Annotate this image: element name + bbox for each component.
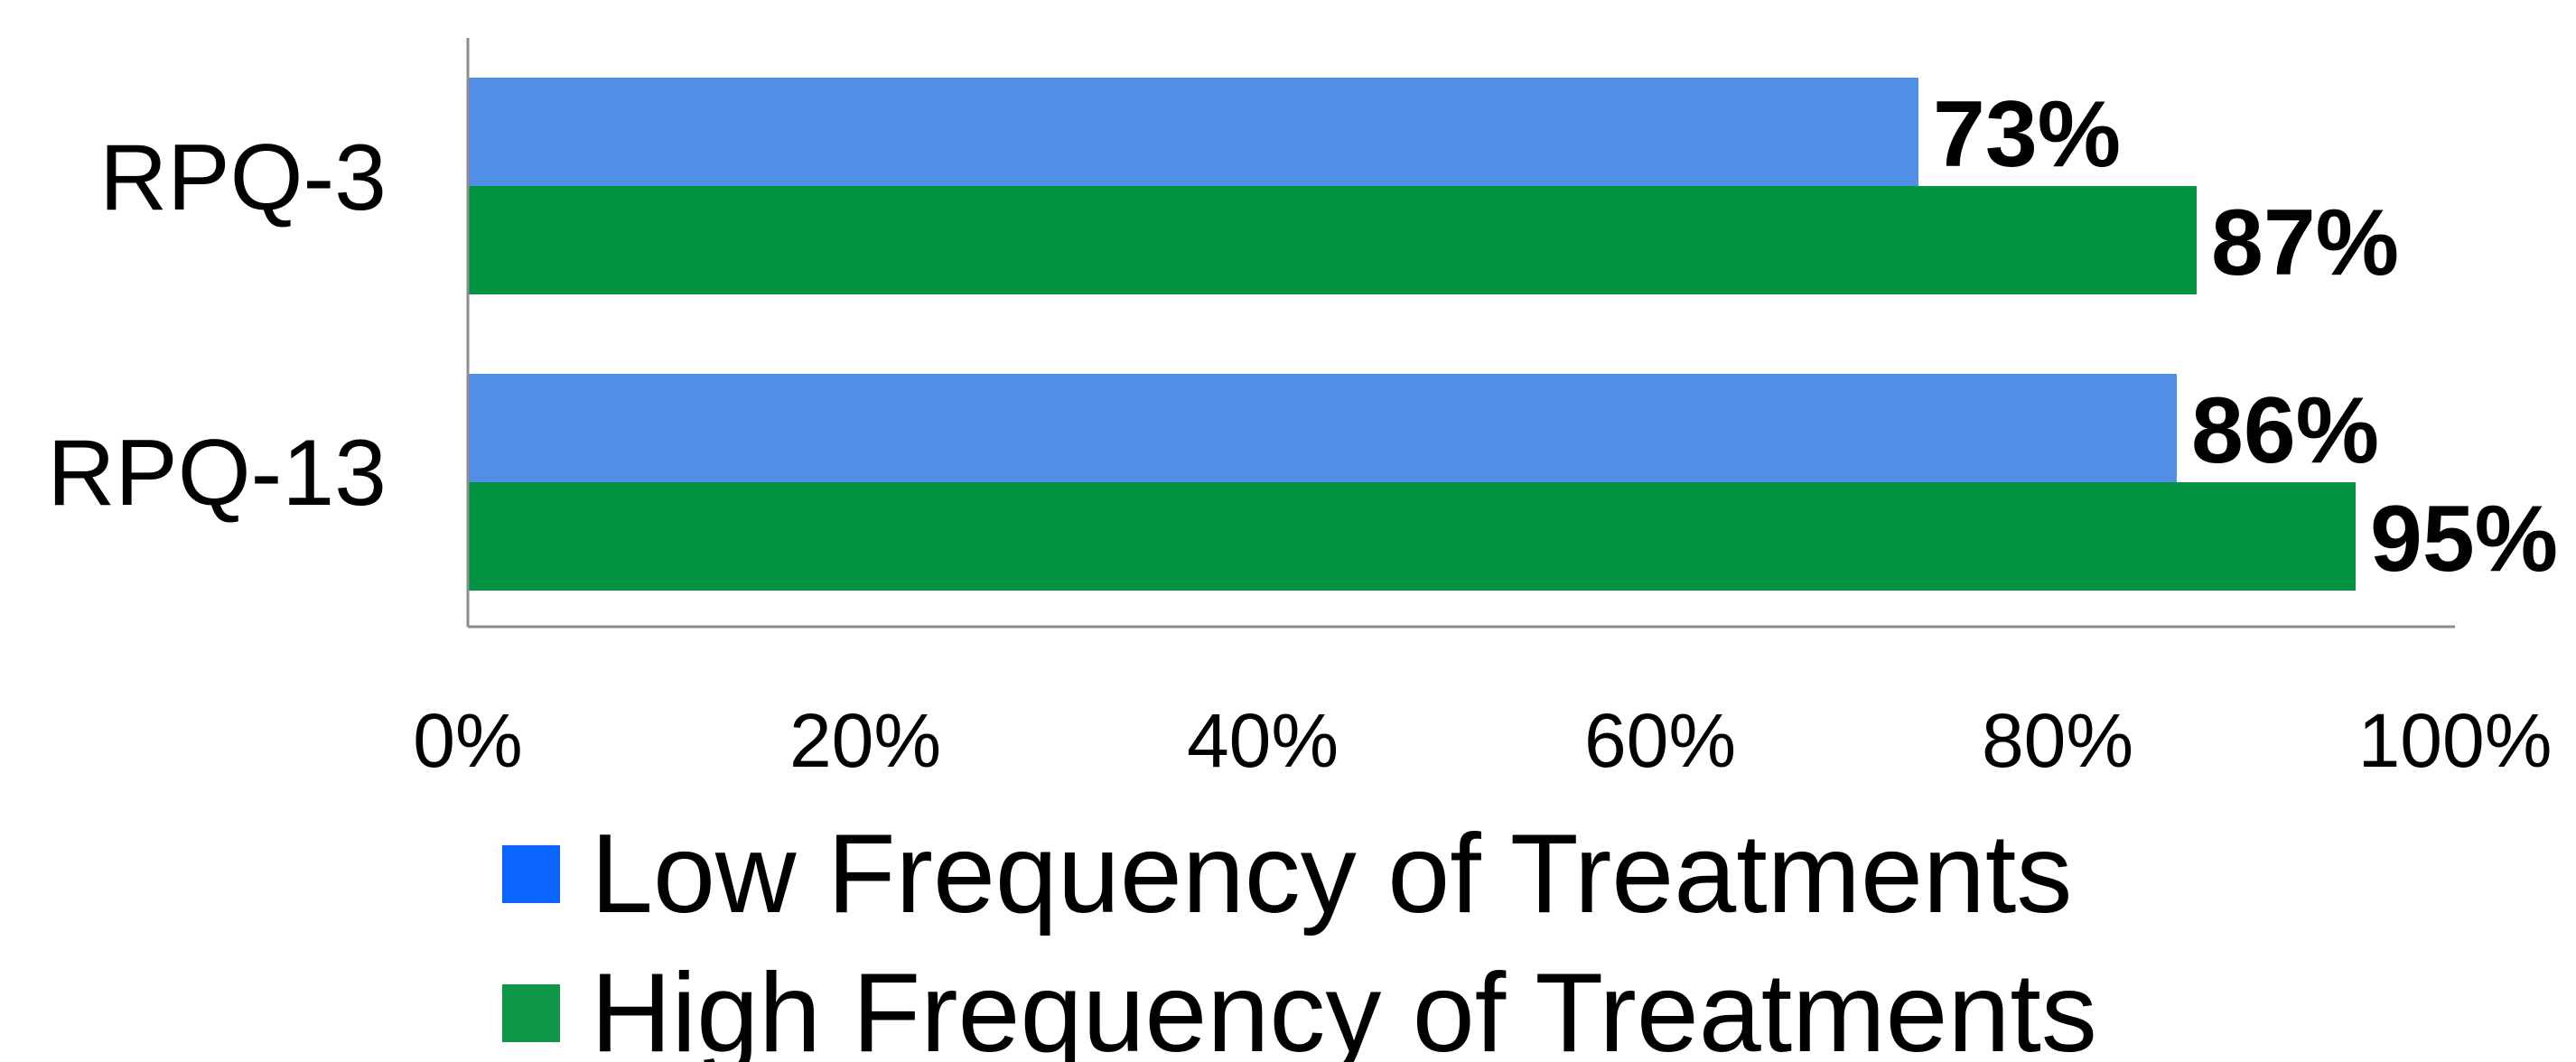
data-label: 86% <box>2191 378 2379 483</box>
x-tick-label: 60% <box>1584 698 1736 783</box>
category-label: RPQ-3 <box>99 126 387 230</box>
bars-group <box>468 78 2356 591</box>
bar-rpq-13-series-2 <box>468 482 2356 591</box>
x-tick-label: 40% <box>1187 698 1339 783</box>
legend-swatch-series-1 <box>502 845 560 903</box>
bar-rpq-3-series-2 <box>468 186 2197 294</box>
x-tick-label: 20% <box>789 698 941 783</box>
bar-rpq-3-series-1 <box>468 78 1918 186</box>
x-tick-label: 80% <box>1982 698 2133 783</box>
legend-label: High Frequency of Treatments <box>591 951 2097 1062</box>
legend: Low Frequency of Treatments High Frequenc… <box>502 812 2097 1062</box>
category-label: RPQ-13 <box>47 421 387 526</box>
category-labels-group: RPQ-3 RPQ-13 <box>47 126 387 526</box>
data-label: 73% <box>1933 82 2121 187</box>
bar-rpq-13-series-1 <box>468 374 2177 482</box>
legend-label: Low Frequency of Treatments <box>591 812 2072 936</box>
x-tick-labels-group: 0% 20% 40% 60% 80% 100% <box>413 698 2552 783</box>
legend-swatch-series-2 <box>502 984 560 1042</box>
data-labels-group: 73% 87% 86%95% <box>1933 82 2558 592</box>
data-label: 95% <box>2370 487 2558 592</box>
data-label: 87% <box>2211 191 2399 295</box>
x-tick-label: 0% <box>413 698 522 783</box>
x-tick-label: 100% <box>2358 698 2553 783</box>
